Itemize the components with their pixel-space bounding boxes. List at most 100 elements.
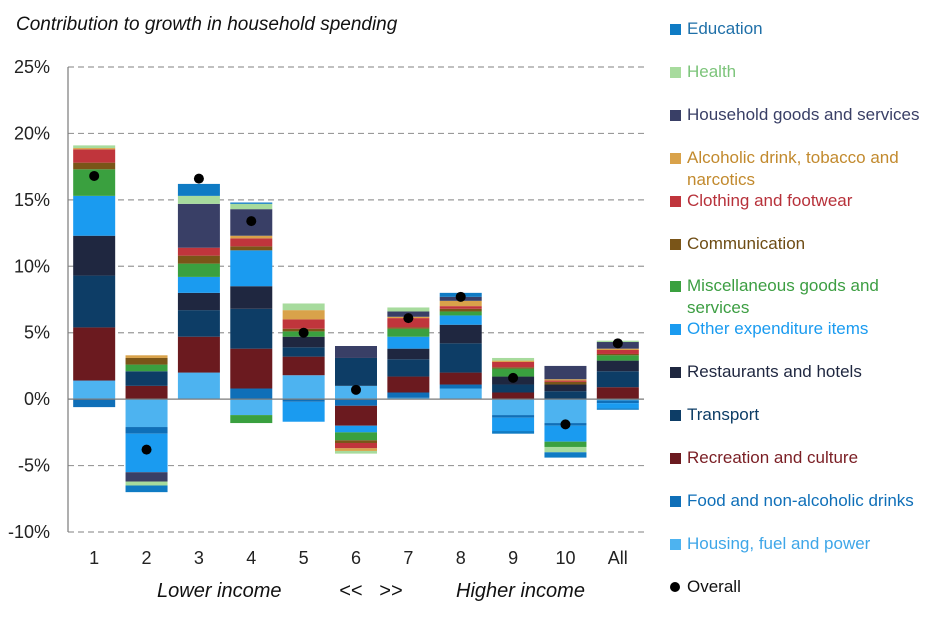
y-tick-label: 0% <box>24 389 50 409</box>
bar-segment <box>439 388 482 400</box>
bar-segment <box>596 387 639 400</box>
x-tick-label: 10 <box>555 548 575 568</box>
bar-segment <box>439 372 482 385</box>
bar-segment <box>282 319 325 329</box>
x-tick-label: 2 <box>142 548 152 568</box>
x-caption-arrows: << >> <box>339 580 403 602</box>
overall-marker <box>508 372 519 383</box>
bar-segment <box>544 446 587 453</box>
bar-segment <box>73 162 116 170</box>
bar-segment <box>387 348 430 360</box>
legend-item: Health <box>670 61 942 83</box>
y-tick-label: 25% <box>14 57 50 77</box>
bar-segment <box>230 238 273 247</box>
bar-segment <box>439 315 482 325</box>
legend-label: Recreation and culture <box>687 448 859 467</box>
bar-segment <box>492 399 535 416</box>
legend-item: Food and non-alcoholic drinks <box>670 490 942 512</box>
x-tick-label: 7 <box>403 548 413 568</box>
overall-marker <box>89 170 100 181</box>
bar-segment <box>177 183 220 196</box>
legend-label: Other expenditure items <box>687 319 869 339</box>
legend-swatch <box>670 538 681 550</box>
legend-label: Food and non-alcoholic drinks <box>687 490 914 510</box>
legend-item: Transport <box>670 404 942 426</box>
bar-segment <box>439 308 482 312</box>
legend-swatch <box>670 109 681 121</box>
bar-segment <box>282 375 325 400</box>
legend-swatch <box>670 324 681 336</box>
x-axis-tick-labels: 1 2 3 4 5 6 7 8 9 10 All <box>89 548 628 568</box>
legend-item: Education <box>670 18 942 40</box>
legend-label: Education <box>687 19 763 38</box>
overall-marker <box>403 313 414 324</box>
legend-swatch <box>670 495 681 507</box>
legend-swatch <box>670 367 681 379</box>
bar-segment <box>544 391 587 400</box>
bar-segment <box>282 401 325 422</box>
overall-marker <box>298 327 309 338</box>
axes <box>67 67 644 532</box>
bar-segment <box>596 399 639 401</box>
bar-segment <box>492 392 535 400</box>
bar-segment <box>282 303 325 311</box>
x-tick-label: 3 <box>194 548 204 568</box>
bar-segment <box>439 324 482 344</box>
legend-item: Overall <box>670 576 942 598</box>
legend-label: Alcoholic drink, tobacco and narcotics <box>687 147 899 189</box>
bar-segment <box>73 145 116 149</box>
bar-segment <box>596 403 639 409</box>
overall-markers <box>89 170 623 455</box>
bar-segment <box>387 397 430 400</box>
bar-segment <box>335 357 377 386</box>
overall-marker <box>351 384 361 395</box>
bar-segment <box>335 442 377 449</box>
bar-segment <box>335 440 377 443</box>
legend-swatch <box>670 238 681 250</box>
legend-swatch <box>670 66 681 78</box>
bar-segment <box>492 384 535 393</box>
bar-segment <box>73 380 116 400</box>
bar-segment <box>439 311 482 316</box>
legend-item: Household goods and services <box>670 104 942 126</box>
bar-segment <box>177 195 220 204</box>
x-caption-higher-income: Higher income <box>456 580 585 602</box>
bar-segment <box>125 427 168 434</box>
bar-segment <box>439 343 482 373</box>
bar-segment <box>544 365 587 380</box>
bar-segment <box>596 353 639 356</box>
legend-swatch <box>670 410 681 422</box>
legend-item: Alcoholic drink, tobacco and narcotics <box>670 147 942 191</box>
bar-segment <box>230 250 273 287</box>
overall-marker <box>560 419 571 430</box>
bar-segment <box>282 399 325 402</box>
legend-label: Transport <box>687 405 760 425</box>
bar-segment <box>387 359 430 377</box>
bar-segment <box>544 384 587 392</box>
bar-segment <box>177 336 220 373</box>
legend-label: Restaurants and hotels <box>687 362 862 382</box>
legend-swatch <box>670 152 681 164</box>
legend-item: Other expenditure items <box>670 318 942 340</box>
overall-marker <box>612 338 623 349</box>
y-tick-label: 15% <box>14 190 50 210</box>
bar-segment <box>544 380 587 382</box>
bar-segment <box>596 348 639 350</box>
x-tick-label: 5 <box>299 548 309 568</box>
bar-segment <box>177 263 220 277</box>
bar-segment <box>544 399 587 424</box>
bar-segment <box>73 195 116 236</box>
bar-segment <box>73 148 116 150</box>
bar-segment <box>596 360 639 372</box>
legend-dot-marker <box>670 581 680 592</box>
bar-segment <box>230 246 273 251</box>
bar-segment <box>282 336 325 348</box>
bar-segment <box>492 361 535 368</box>
bar-segment <box>335 405 377 426</box>
bar-segment <box>282 347 325 357</box>
y-tick-label: -5% <box>18 456 50 476</box>
legend-label: Overall <box>687 576 741 596</box>
bar-segment <box>177 255 220 264</box>
bar-segment <box>492 431 535 434</box>
legend-item: Miscellaneous goods and services <box>670 275 942 319</box>
